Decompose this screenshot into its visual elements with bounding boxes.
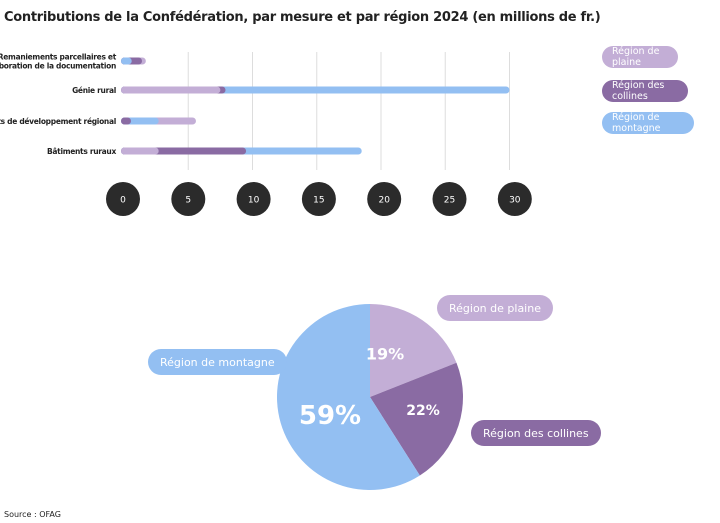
bar-région-de-plaine: [121, 147, 159, 155]
source-note: Source : OFAG: [4, 510, 61, 519]
category-label: élaboration de la documentation: [0, 62, 116, 71]
x-tick-bubble: [432, 182, 467, 216]
legend-plaine: Région de plaine: [602, 46, 678, 68]
x-tick-label: 20: [378, 196, 390, 206]
legend-collines: Région des collines: [602, 80, 688, 102]
x-tick-bubble: [106, 182, 140, 216]
x-tick-label: 25: [444, 196, 455, 206]
pie-value-label: 59%: [299, 401, 361, 431]
x-tick-label: 30: [509, 196, 521, 206]
pie-value-label: 22%: [406, 403, 440, 419]
pie-slice: [370, 304, 457, 397]
pie-slice: [370, 362, 463, 476]
x-tick-label: 5: [185, 196, 191, 206]
pie-label-plaine: Région de plaine: [437, 295, 553, 321]
bar-région-des-collines: [121, 117, 131, 125]
category-label: Génie rural: [72, 86, 116, 95]
x-tick-bubble: [301, 182, 336, 216]
pie-value-label: 19%: [366, 345, 404, 364]
x-tick-bubble: [497, 182, 532, 216]
pie-label-montagne: Région de montagne: [148, 349, 287, 375]
x-tick-bubble: [367, 182, 402, 216]
category-label: Bâtiments ruraux: [47, 147, 116, 156]
x-tick-label: 0: [120, 196, 126, 206]
pie-label-collines: Région des collines: [471, 420, 601, 446]
pie-slice: [276, 304, 420, 490]
x-tick-label: 10: [248, 196, 260, 206]
bar-région-de-plaine: [121, 86, 221, 94]
x-tick-label: 15: [313, 196, 324, 206]
bar-région-de-montagne: [121, 57, 132, 65]
chart-title: Contributions de la Confédération, par m…: [4, 10, 601, 25]
category-label: Remaniements parcellaires et: [0, 53, 117, 62]
category-label: Projets de développement régional: [0, 117, 116, 126]
x-tick-bubble: [236, 182, 271, 216]
x-tick-bubble: [171, 182, 206, 216]
legend-montagne: Région de montagne: [602, 112, 694, 134]
